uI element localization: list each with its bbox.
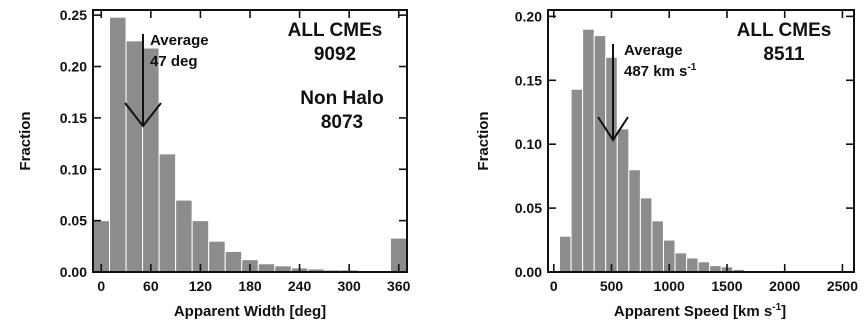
width-x-tick-label-0: 0	[97, 278, 105, 294]
speed-average-value: 487 km s-1	[624, 62, 697, 80]
width-x-axis-title: Apparent Width [deg]	[174, 303, 326, 320]
speed-bar-8	[651, 220, 664, 273]
width-histogram-panel: 0 60 120 180 240 300 360 0.00 0.05 0.10 0.15 0.20 0.…	[17, 7, 411, 320]
speed-histogram-panel: 0 500 1000 1500 2000 2500 0.00 0.05 0.10 0.15 0.20…	[475, 8, 858, 320]
speed-x-axis-title-sup: -1	[772, 302, 781, 313]
width-bar-2	[125, 40, 144, 273]
speed-x-axis-title-main: Apparent Speed [km s	[614, 303, 772, 320]
speed-bar-0	[559, 235, 572, 273]
width-nonhalo-count: 8073	[321, 112, 363, 133]
width-y-tick-label-0: 0.00	[60, 264, 87, 280]
width-bar-8	[224, 250, 243, 273]
speed-x-axis-title: Apparent Speed [km s-1]	[614, 302, 786, 320]
speed-all-cmes-label: ALL CMEs	[737, 20, 832, 41]
width-y-tick-label-2: 0.10	[60, 161, 87, 177]
speed-bar-4	[605, 56, 618, 273]
speed-all-cmes-count: 8511	[763, 44, 805, 65]
width-x-tick-label-2: 120	[189, 278, 213, 294]
width-bar-10	[257, 263, 276, 273]
width-x-tick-label-5: 300	[337, 278, 361, 294]
speed-average-label: Average	[624, 42, 683, 59]
width-bar-5	[175, 199, 193, 273]
speed-bars	[559, 28, 745, 273]
width-average-value: 47 deg	[150, 53, 198, 70]
speed-arrow-head	[597, 116, 629, 142]
width-y-tick-label-5: 0.25	[60, 7, 87, 23]
speed-bar-11	[686, 257, 699, 273]
speed-x-axis-title-end: ]	[781, 303, 786, 320]
width-y-tick-label-3: 0.15	[60, 110, 87, 126]
speed-bar-3	[593, 35, 607, 273]
width-x-tick-label-1: 60	[143, 278, 159, 294]
speed-average-arrow	[597, 44, 629, 142]
speed-y-tick-label-0: 0.00	[515, 264, 542, 280]
width-bar-3	[142, 47, 160, 273]
speed-bar-5	[616, 128, 630, 273]
width-axis-ticks: 0 60 120 180 240 300 360 0.00 0.05 0.10 0.15 0.20 0.…	[60, 7, 411, 294]
speed-axis-ticks: 0 500 1000 1500 2000 2500 0.00 0.05 0.10 0.15 0.20	[515, 8, 858, 294]
width-y-tick-label-1: 0.05	[60, 213, 87, 229]
width-average-arrow	[124, 34, 162, 128]
speed-x-tick-label-4: 2000	[769, 278, 800, 294]
speed-bar-12	[697, 261, 711, 273]
width-y-axis-title: Fraction	[17, 111, 34, 170]
speed-bar-6	[628, 169, 641, 273]
speed-y-tick-label-2: 0.10	[515, 136, 542, 152]
speed-bar-2	[582, 28, 595, 273]
speed-bar-10	[674, 252, 688, 273]
speed-x-tick-label-2: 1000	[654, 278, 685, 294]
speed-x-tick-label-5: 2500	[827, 278, 858, 294]
width-bar-4	[158, 153, 177, 273]
speed-plot-frame	[547, 9, 855, 273]
speed-x-tick-label-3: 1500	[711, 278, 742, 294]
speed-y-tick-label-3: 0.15	[515, 72, 542, 88]
width-arrow-head	[124, 102, 162, 128]
width-average-label: Average	[150, 32, 209, 49]
width-bar-1	[109, 16, 127, 273]
width-x-tick-label-4: 240	[288, 278, 312, 294]
speed-y-tick-label-4: 0.20	[515, 8, 542, 24]
speed-bar-1	[570, 88, 584, 273]
speed-y-axis-title: Fraction	[475, 111, 492, 170]
width-x-tick-label-6: 360	[387, 278, 411, 294]
speed-average-value-main: 487 km s	[624, 63, 687, 80]
width-all-cmes-label: ALL CMEs	[288, 20, 383, 41]
width-x-tick-label-3: 180	[238, 278, 262, 294]
width-nonhalo-label: Non Halo	[300, 88, 383, 109]
width-bar-7	[208, 240, 226, 273]
width-bars	[92, 16, 408, 273]
speed-x-tick-label-0: 0	[550, 278, 558, 294]
speed-x-tick-label-1: 500	[600, 278, 624, 294]
speed-bar-7	[639, 197, 653, 273]
width-y-tick-label-4: 0.20	[60, 59, 87, 75]
width-all-cmes-count: 9092	[314, 44, 356, 65]
speed-y-tick-label-1: 0.05	[515, 200, 542, 216]
speed-average-value-sup: -1	[687, 62, 696, 73]
